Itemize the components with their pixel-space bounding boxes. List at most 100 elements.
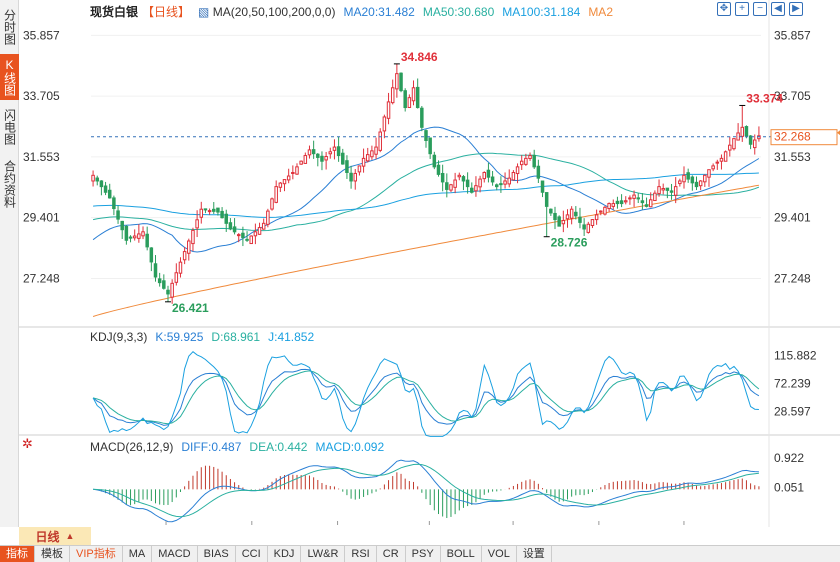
tab-kline[interactable]: K线图 xyxy=(0,54,19,100)
indicator-tab-设置[interactable]: 设置 xyxy=(517,546,552,562)
candle-body xyxy=(486,169,491,178)
candle-body xyxy=(748,135,753,145)
indicator-tab-rsi[interactable]: RSI xyxy=(345,546,377,562)
candle-body xyxy=(728,144,732,151)
candle-body xyxy=(207,210,212,213)
kdj-j-line xyxy=(92,351,759,437)
candle-body xyxy=(694,181,699,188)
indicator-tab-psy[interactable]: PSY xyxy=(406,546,441,562)
sidebar: 分时图 K线图 闪电图 合约资料 xyxy=(0,0,19,527)
candle-body xyxy=(628,197,632,200)
candle-body xyxy=(307,149,312,156)
candle-body xyxy=(715,161,720,164)
candle-body xyxy=(453,179,457,188)
indicator-tab-lw-r[interactable]: LW&R xyxy=(301,546,346,562)
candle-body xyxy=(753,139,757,149)
candle-body xyxy=(653,192,657,202)
ma-params[interactable]: ▧ MA(20,50,100,200,0,0) xyxy=(198,5,335,19)
indicator-tab-模板[interactable]: 模板 xyxy=(35,546,70,562)
candle-body xyxy=(624,200,628,203)
candle-body xyxy=(145,233,149,248)
candle-body xyxy=(703,174,707,183)
macd-settings-icon[interactable]: ✲ xyxy=(22,436,33,451)
candle-body xyxy=(174,272,179,283)
tab-timeshare[interactable]: 分时图 xyxy=(2,9,17,45)
candle-body xyxy=(503,180,507,185)
candle-body xyxy=(261,222,266,230)
zoom-in-icon[interactable]: + xyxy=(735,2,749,16)
indicator-tab-vol[interactable]: VOL xyxy=(482,546,517,562)
candle-body xyxy=(740,126,745,137)
candle-body xyxy=(457,174,462,178)
period-tag: 【日线】 xyxy=(142,5,191,19)
indicator-tab-vip指标[interactable]: VIP指标 xyxy=(70,546,123,562)
tab-contract-info[interactable]: 合约资料 xyxy=(2,160,17,208)
candle-body xyxy=(657,186,661,195)
kdj-legend: KDJ(9,3,3) K:59.925 D:68.961 J:41.852 xyxy=(90,330,314,344)
chart-canvas[interactable]: 35.857 35.857 33.705 33.705 31.553 31.553 29.4… xyxy=(19,0,840,527)
candle-body xyxy=(519,160,524,166)
zoom-out-icon[interactable]: − xyxy=(753,2,767,16)
kdj-j-value: J:41.852 xyxy=(268,330,315,344)
candle-body xyxy=(707,169,711,178)
candle-body xyxy=(266,210,270,225)
candle-body xyxy=(282,179,287,185)
annotation-label-low1: 26.421 xyxy=(172,301,209,315)
candle-body xyxy=(245,238,249,241)
candle-body xyxy=(465,179,470,188)
candle-body xyxy=(474,185,478,192)
candle-body xyxy=(224,213,228,224)
candle-body xyxy=(549,208,553,214)
candle-body xyxy=(141,231,145,237)
candle-body xyxy=(440,172,445,183)
candle-body xyxy=(195,219,199,229)
macd-diff-line xyxy=(93,459,759,523)
candle-body xyxy=(341,152,345,165)
candle-body xyxy=(636,197,640,200)
price-tick-label-right: 31.553 xyxy=(774,150,811,164)
price-tick-label-right: 29.401 xyxy=(774,211,811,225)
candle-body xyxy=(95,177,99,182)
candle-body xyxy=(436,164,441,175)
indicator-tab-boll[interactable]: BOLL xyxy=(441,546,482,562)
macd-diff-value: DIFF:0.487 xyxy=(181,440,242,454)
candle-body xyxy=(603,206,607,215)
indicator-tab-ma[interactable]: MA xyxy=(123,546,153,562)
macd-legend: MACD(26,12,9) DIFF:0.487 DEA:0.442 MACD:… xyxy=(90,440,384,454)
indicator-tab-macd[interactable]: MACD xyxy=(152,546,198,562)
next-icon[interactable]: ▶ xyxy=(789,2,803,16)
candle-body xyxy=(494,184,499,188)
indicator-tabs: 指标 模板 VIP指标 MA MACD BIAS CCI KDJ LW&R RSI CR PSY BOL… xyxy=(0,545,840,562)
candle-body xyxy=(91,174,95,182)
candle-body xyxy=(528,155,532,160)
candle-body xyxy=(99,180,104,188)
ma50-value: MA50:30.680 xyxy=(422,4,495,19)
prev-icon[interactable]: ◀ xyxy=(771,2,785,16)
candle-body xyxy=(644,204,649,207)
candle-body xyxy=(353,172,358,182)
ma-settings-icon[interactable]: ▧ xyxy=(198,4,210,19)
candle-body xyxy=(386,101,391,119)
indicator-tab-kdj[interactable]: KDJ xyxy=(268,546,302,562)
candle-body xyxy=(278,182,283,188)
candle-body xyxy=(116,210,120,220)
candle-body xyxy=(220,210,224,219)
candle-body xyxy=(311,149,316,155)
expand-icon[interactable]: ✥ xyxy=(717,2,731,16)
chart-area[interactable]: 35.857 35.857 33.705 33.705 31.553 31.553 29.4… xyxy=(19,0,840,527)
tab-flash[interactable]: 闪电图 xyxy=(2,109,17,145)
candle-body xyxy=(678,180,682,185)
indicator-tab-指标[interactable]: 指标 xyxy=(0,546,35,562)
period-selector[interactable]: 日线 ▲ xyxy=(19,527,91,545)
candle-body xyxy=(424,130,428,141)
candle-body xyxy=(320,155,324,162)
candle-body xyxy=(257,227,262,235)
candle-body xyxy=(357,165,362,173)
candle-body xyxy=(332,146,337,151)
candle-body xyxy=(553,212,557,221)
indicator-tab-cr[interactable]: CR xyxy=(377,546,406,562)
candle-body xyxy=(162,280,166,289)
indicator-tab-bias[interactable]: BIAS xyxy=(198,546,236,562)
indicator-tab-cci[interactable]: CCI xyxy=(236,546,268,562)
candle-body xyxy=(216,207,220,213)
